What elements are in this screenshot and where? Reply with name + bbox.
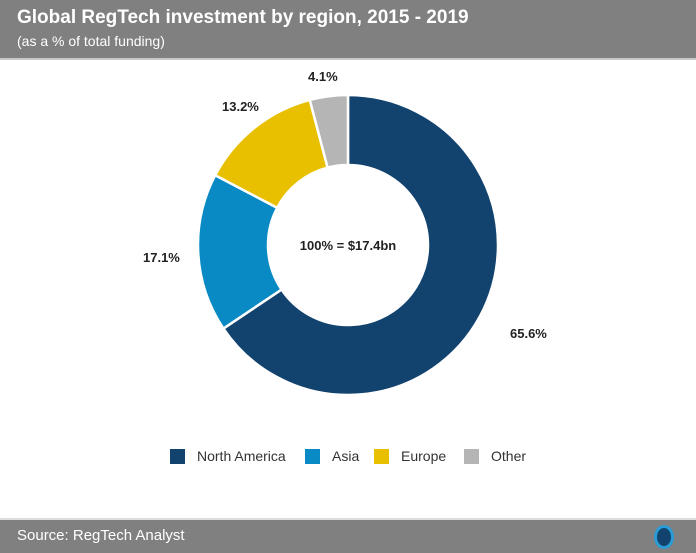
data-label-other: 4.1%	[308, 69, 338, 84]
legend-label: North America	[197, 448, 286, 464]
chart-subtitle: (as a % of total funding)	[17, 33, 165, 49]
legend-swatch	[170, 448, 185, 464]
source-text: Source: RegTech Analyst	[17, 527, 185, 544]
legend-item-europe: Europe	[374, 448, 446, 464]
legend-swatch	[305, 448, 320, 464]
chart-title: Global RegTech investment by region, 201…	[17, 7, 469, 28]
legend-item-asia: Asia	[305, 448, 359, 464]
regtech-analyst-logo-icon	[654, 525, 674, 549]
slice-other	[308, 93, 350, 170]
data-label-north-america: 65.6%	[510, 326, 547, 341]
header: Global RegTech investment by region, 201…	[0, 0, 696, 60]
legend-swatch	[464, 448, 479, 464]
center-label: 100% = $17.4bn	[300, 238, 397, 253]
data-label-europe: 13.2%	[222, 99, 259, 114]
legend-item-other: Other	[464, 448, 526, 464]
footer: Source: RegTech Analyst	[0, 518, 696, 553]
legend-label: Europe	[401, 448, 447, 464]
legend-item-north-america: North America	[170, 448, 286, 464]
legend-label: Asia	[332, 448, 360, 464]
legend-label: Other	[491, 448, 527, 464]
legend-swatch	[374, 448, 389, 464]
data-label-asia: 17.1%	[143, 250, 180, 265]
slice-north-america	[221, 93, 500, 397]
